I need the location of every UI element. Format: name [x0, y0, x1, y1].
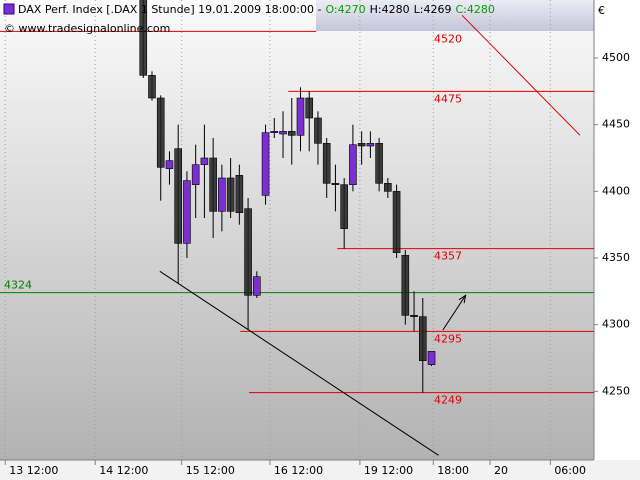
- candle-body: [174, 148, 182, 244]
- currency: €: [598, 4, 605, 17]
- candle-body: [375, 143, 383, 184]
- candle-body: [340, 184, 348, 229]
- x-tick-label: 14 12:00: [99, 464, 148, 477]
- candle-body: [314, 117, 322, 144]
- candle-body: [287, 131, 296, 136]
- x-tick-label: 18:00: [437, 464, 469, 477]
- candle-body: [366, 143, 375, 147]
- x-tick-label: 13 12:00: [9, 464, 58, 477]
- candle-body: [305, 97, 314, 119]
- arrow-head: [458, 294, 467, 304]
- candle-body: [165, 160, 174, 169]
- header-ohlc: C:4280: [455, 3, 494, 16]
- candle-body: [331, 183, 340, 185]
- level-label: 4520: [434, 32, 462, 45]
- candle-body: [261, 132, 270, 196]
- header-title: DAX Perf. Index [.DAX 1 Stunde] 19.01.20…: [18, 3, 321, 16]
- trendline: [461, 14, 581, 136]
- level-label: 4475: [434, 92, 462, 105]
- candle-body: [183, 180, 191, 244]
- level-label: 4357: [434, 250, 462, 263]
- x-tick-label: 15 12:00: [186, 464, 235, 477]
- candle-body: [401, 255, 410, 316]
- candle-body: [392, 191, 401, 253]
- level-label: 4249: [434, 394, 462, 407]
- x-tick-label: 19 12:00: [364, 464, 413, 477]
- candle-body: [322, 143, 331, 184]
- candle-body: [244, 208, 252, 296]
- level-label: 4295: [434, 332, 462, 345]
- candle-body: [148, 75, 156, 99]
- y-tick-label: 4350: [602, 251, 630, 264]
- y-tick-label: 4400: [602, 184, 630, 197]
- candle-body: [296, 97, 305, 136]
- candle-body: [139, 0, 148, 76]
- candle-body: [349, 144, 357, 185]
- header-ohlc: O:4270: [325, 3, 365, 16]
- candle-body: [270, 131, 279, 133]
- y-tick-label: 4450: [602, 118, 630, 131]
- candle-body: [384, 183, 392, 192]
- header-band: [316, 0, 594, 31]
- candle-body: [209, 157, 217, 212]
- candle-body: [235, 175, 244, 213]
- candle-body: [418, 316, 427, 361]
- header-ohlc: H:4280: [370, 3, 410, 16]
- plot-background: [0, 0, 594, 460]
- x-axis-panel: [0, 460, 640, 480]
- candle-body: [410, 315, 418, 317]
- y-tick-label: 4250: [602, 384, 630, 397]
- y-tick-label: 4300: [602, 318, 630, 331]
- plot-area: 4520 4475 4357 4324 4295 4249: [0, 0, 594, 460]
- y-tick-label: 4500: [602, 51, 630, 64]
- x-tick-label: 20: [494, 464, 508, 477]
- candle-body: [427, 351, 436, 365]
- candle-body: [218, 177, 226, 212]
- candle-body: [357, 143, 366, 147]
- candle-body: [253, 276, 261, 296]
- copyright: © www.tradesignalonline.com: [4, 22, 170, 35]
- level-label: 4324: [4, 279, 32, 292]
- candle-body: [279, 131, 287, 135]
- arrow-shaft: [442, 295, 467, 331]
- y-axis-panel: [594, 0, 640, 480]
- candle-body: [156, 97, 165, 168]
- candle-body: [200, 157, 209, 165]
- x-tick-label: 06:00: [554, 464, 586, 477]
- candle-body: [191, 164, 200, 185]
- header-ohlc: L:4269: [414, 3, 452, 16]
- x-tick-label: 16 12:00: [274, 464, 323, 477]
- axes: 4250 4300 4350 4400 4450 4500 13 12:00 14 12:00…: [4, 51, 630, 477]
- trendline: [159, 270, 439, 456]
- candle-body: [226, 177, 235, 212]
- series-icon: [3, 3, 15, 15]
